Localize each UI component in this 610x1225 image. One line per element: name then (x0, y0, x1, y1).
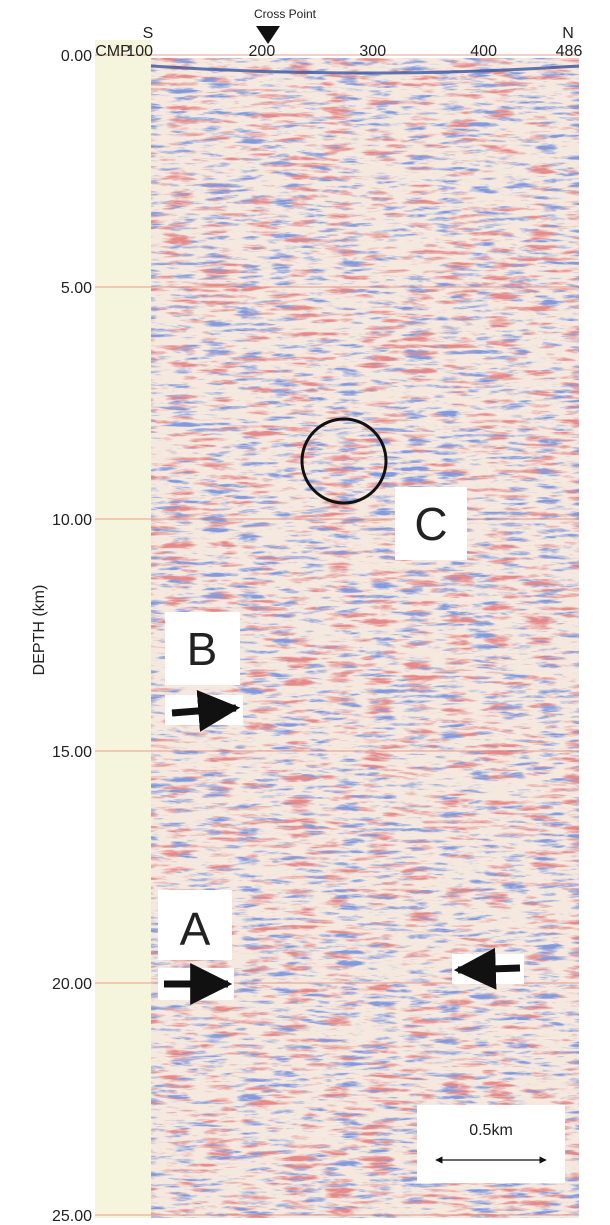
cross-point-label: Cross Point (254, 7, 317, 21)
south-label: S (143, 25, 154, 42)
annotation-a: A (180, 903, 211, 955)
scale-bar-box (417, 1105, 565, 1183)
side-band (95, 40, 151, 1218)
arrow (453, 947, 521, 990)
annotation-b: B (187, 623, 218, 675)
label-box (165, 612, 240, 685)
y-tick-label: 5.00 (61, 280, 92, 297)
x-tick-label: 300 (359, 43, 386, 60)
x-tick-label: 486 (556, 43, 583, 60)
label-box (395, 487, 467, 560)
cross-point-marker (256, 26, 280, 44)
annotation-c: C (414, 498, 447, 550)
arrow (171, 690, 241, 732)
y-tick-label: 10.00 (52, 512, 92, 529)
x-tick-label: 100 (126, 43, 153, 60)
y-tick-label: 15.00 (52, 744, 92, 761)
y-tick-label: 0.00 (61, 48, 92, 65)
label-box (158, 890, 232, 960)
y-tick-label: 25.00 (52, 1208, 92, 1225)
surface-reflector (150, 64, 580, 75)
x-tick-label: 200 (249, 43, 276, 60)
circle-annotation (300, 417, 388, 505)
x-axis-label: CMP (95, 43, 131, 60)
y-axis-label: DEPTH (km) (31, 585, 48, 676)
north-label: N (562, 25, 574, 42)
scale-bar-label: 0.5km (469, 1122, 513, 1139)
y-tick-label: 20.00 (52, 976, 92, 993)
x-tick-label: 400 (470, 43, 497, 60)
